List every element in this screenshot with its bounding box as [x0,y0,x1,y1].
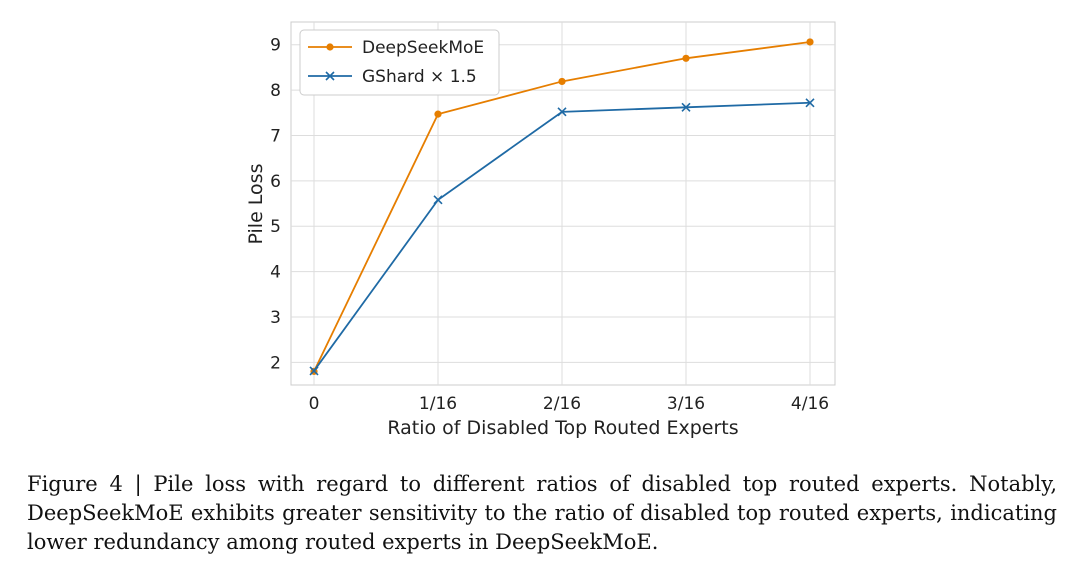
figure-caption: Figure 4 | Pile loss with regard to diff… [27,472,1057,554]
data-point-marker [433,195,443,205]
data-point-marker [557,107,567,117]
line-chart: 0 1/16 2/16 3/16 4/16 2 3 4 5 6 7 8 9 Ra… [245,21,836,439]
data-point-marker [806,38,814,46]
y-tick-label: 5 [270,217,281,237]
x-tick-label: 2/16 [543,394,581,414]
series-layer [309,38,815,376]
data-point-marker [681,102,691,112]
x-tick-label: 4/16 [791,394,829,414]
y-tick-label: 6 [270,172,281,192]
x-tick-label: 0 [309,394,320,414]
y-tick-label: 8 [270,81,281,101]
y-tick-label: 7 [270,126,281,146]
legend-label-deepseekmoe: DeepSeekMoE [362,38,484,58]
x-tick-label: 3/16 [667,394,705,414]
data-point-marker [682,54,690,62]
y-tick-label: 2 [270,353,281,373]
data-point-marker [558,77,566,86]
y-tick-label: 4 [270,263,281,283]
x-axis-label: Ratio of Disabled Top Routed Experts [387,417,738,439]
data-point-marker [805,98,815,108]
x-tick-labels: 0 1/16 2/16 3/16 4/16 [309,394,830,414]
y-tick-label: 3 [270,308,281,328]
data-point-marker [309,366,319,376]
x-tick-label: 1/16 [419,394,457,414]
y-axis-label: Pile Loss [245,163,267,244]
legend-marker-circle-icon [326,43,334,51]
y-tick-label: 9 [270,36,281,56]
data-point-marker [434,110,442,118]
legend: DeepSeekMoE GShard × 1.5 [299,29,500,96]
legend-marker-x-icon [325,71,335,81]
legend-label-gshard: GShard × 1.5 [362,67,477,87]
y-tick-labels: 2 3 4 5 6 7 8 9 [270,36,281,374]
